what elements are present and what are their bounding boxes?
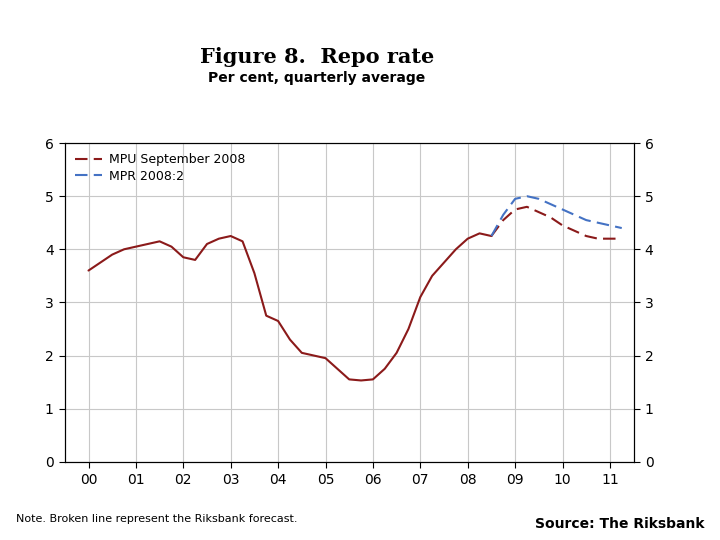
Text: Per cent, quarterly average: Per cent, quarterly average <box>208 71 426 85</box>
Text: SVERIGES
RIKSBANK: SVERIGES RIKSBANK <box>643 72 683 85</box>
Text: Note. Broken line represent the Riksbank forecast.: Note. Broken line represent the Riksbank… <box>16 515 297 524</box>
Text: Figure 8.  Repo rate: Figure 8. Repo rate <box>199 46 434 67</box>
Text: Source: The Riksbank: Source: The Riksbank <box>535 517 704 531</box>
Legend: MPU September 2008, MPR 2008:2: MPU September 2008, MPR 2008:2 <box>71 150 248 187</box>
